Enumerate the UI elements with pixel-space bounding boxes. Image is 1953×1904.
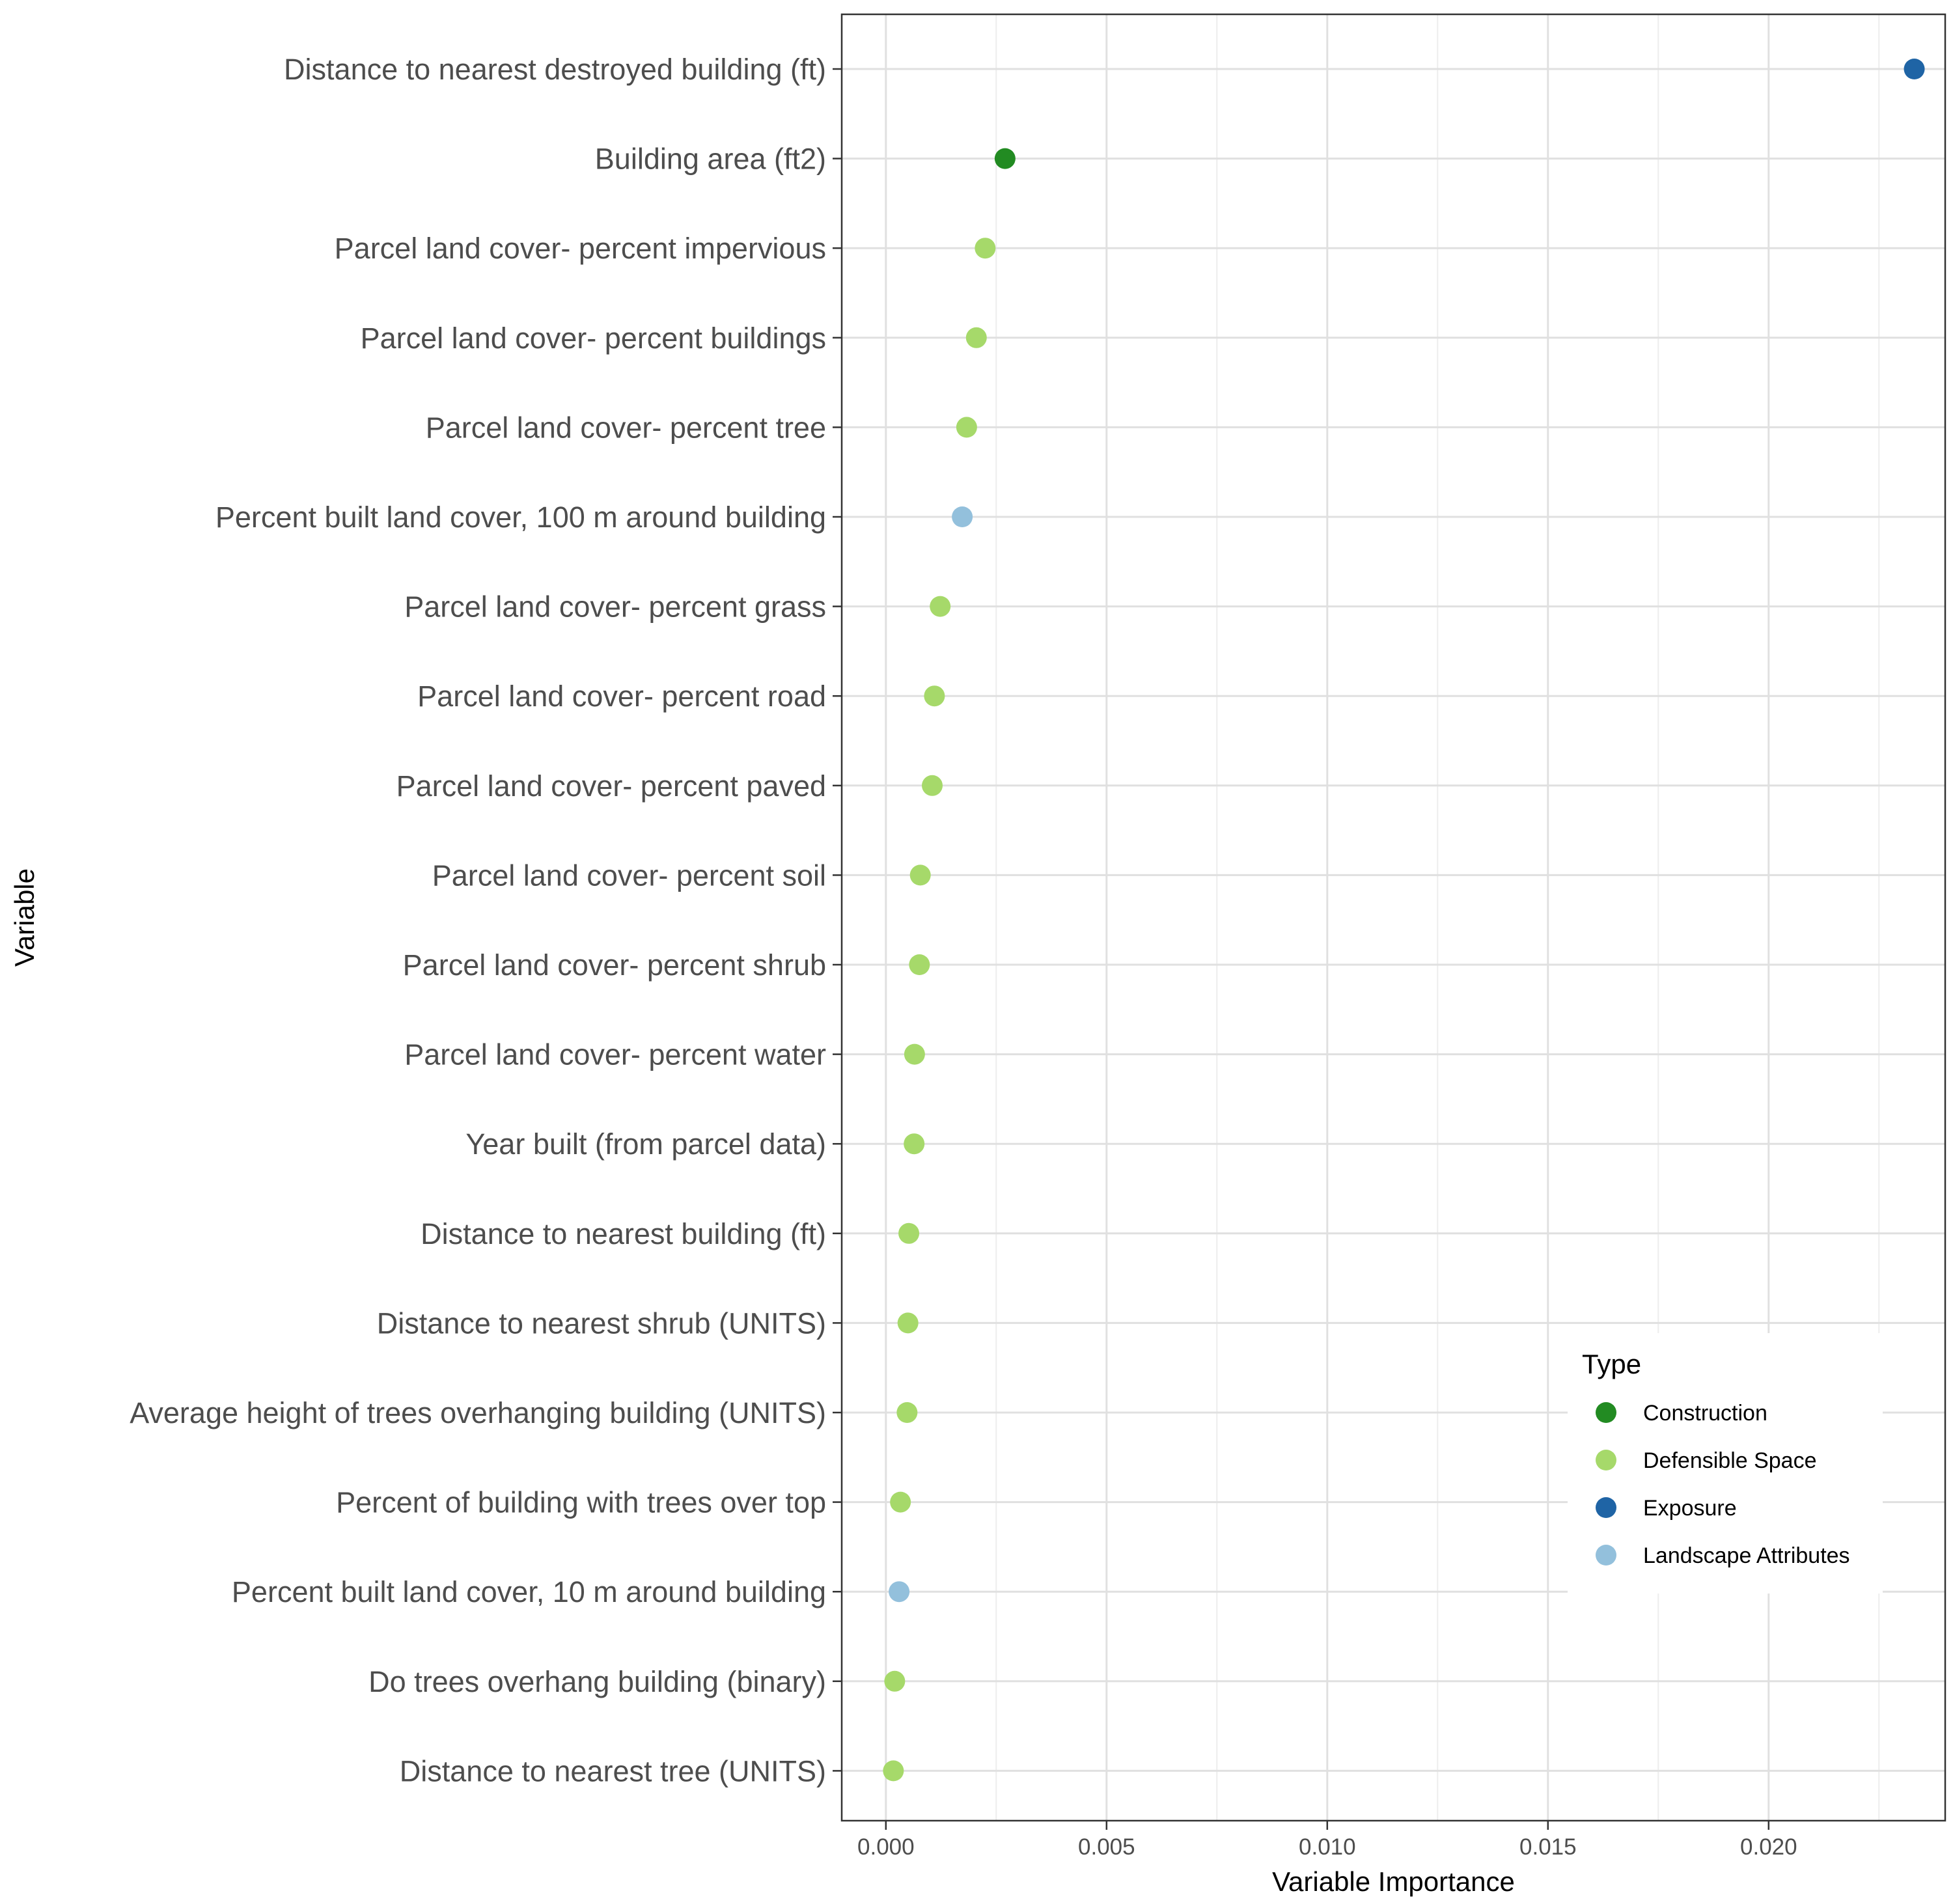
legend-key <box>1596 1450 1616 1470</box>
x-tick-label: 0.000 <box>857 1834 915 1860</box>
data-point <box>930 596 951 617</box>
panel-border <box>840 13 1946 1822</box>
data-point <box>889 1581 910 1603</box>
data-point <box>898 1222 920 1244</box>
axes-layer: Distance to nearest destroyed building (… <box>130 53 1797 1860</box>
y-tick-label: Distance to nearest destroyed building (… <box>284 53 826 86</box>
y-tick-label: Parcel land cover- percent impervious <box>335 232 826 265</box>
data-point <box>884 1670 906 1692</box>
data-point <box>904 1043 925 1065</box>
y-tick-label: Parcel land cover- percent buildings <box>361 322 826 355</box>
y-tick-label: Year built (from parcel data) <box>465 1127 826 1161</box>
legend-key <box>1596 1402 1616 1423</box>
legend-label: Construction <box>1643 1401 1767 1426</box>
y-tick-label: Parcel land cover- percent road <box>417 680 826 713</box>
y-tick-label: Parcel land cover- percent tree <box>426 411 826 444</box>
data-point <box>909 954 930 975</box>
legend-background <box>1568 1333 1883 1594</box>
data-point <box>924 685 945 707</box>
y-tick-label: Distance to nearest shrub (UNITS) <box>377 1306 826 1340</box>
y-tick-label: Percent built land cover, 100 m around b… <box>215 501 826 534</box>
y-tick-label: Percent of building with trees over top <box>336 1486 826 1519</box>
data-point <box>1904 59 1925 79</box>
y-tick-label: Do trees overhang building (binary) <box>368 1665 826 1698</box>
grid-layer <box>842 14 1945 1821</box>
data-point <box>904 1133 925 1155</box>
data-point <box>965 327 987 348</box>
x-tick-label: 0.015 <box>1519 1834 1577 1860</box>
data-point <box>896 1402 918 1423</box>
data-point <box>952 506 973 527</box>
legend-label: Landscape Attributes <box>1643 1543 1850 1568</box>
y-tick-label: Building area (ft2) <box>595 143 826 176</box>
data-point <box>921 775 943 796</box>
data-point <box>975 238 996 259</box>
data-point <box>956 417 977 438</box>
legend-key <box>1596 1545 1616 1566</box>
x-tick-label: 0.005 <box>1078 1834 1135 1860</box>
y-tick-label: Parcel land cover- percent soil <box>432 859 826 892</box>
x-tick-label: 0.020 <box>1740 1834 1797 1860</box>
data-point <box>909 864 931 886</box>
data-point <box>897 1312 919 1334</box>
legend: Type Construction Defensible Space Exposur… <box>1568 1333 1883 1594</box>
data-point <box>994 148 1016 169</box>
y-tick-label: Parcel land cover- percent shrub <box>403 948 826 982</box>
y-tick-label: Parcel land cover- percent paved <box>396 769 826 803</box>
y-tick-label: Distance to nearest tree (UNITS) <box>400 1754 826 1787</box>
legend-key <box>1596 1497 1616 1518</box>
data-point <box>883 1760 904 1782</box>
y-tick-label: Average height of trees overhanging buil… <box>130 1396 826 1429</box>
legend-label: Exposure <box>1643 1496 1737 1521</box>
y-tick-label: Parcel land cover- percent grass <box>404 590 826 624</box>
legend-title: Type <box>1582 1349 1641 1379</box>
y-axis-title: Variable <box>9 868 40 967</box>
y-tick-label: Parcel land cover- percent water <box>404 1038 826 1071</box>
y-tick-label: Distance to nearest building (ft) <box>421 1217 826 1250</box>
x-axis-title: Variable Importance <box>1272 1866 1515 1897</box>
legend-label: Defensible Space <box>1643 1448 1817 1473</box>
data-point <box>890 1491 911 1513</box>
points-layer <box>883 59 1925 1782</box>
y-tick-label: Percent built land cover, 10 m around bu… <box>232 1575 826 1608</box>
x-tick-label: 0.010 <box>1299 1834 1356 1860</box>
